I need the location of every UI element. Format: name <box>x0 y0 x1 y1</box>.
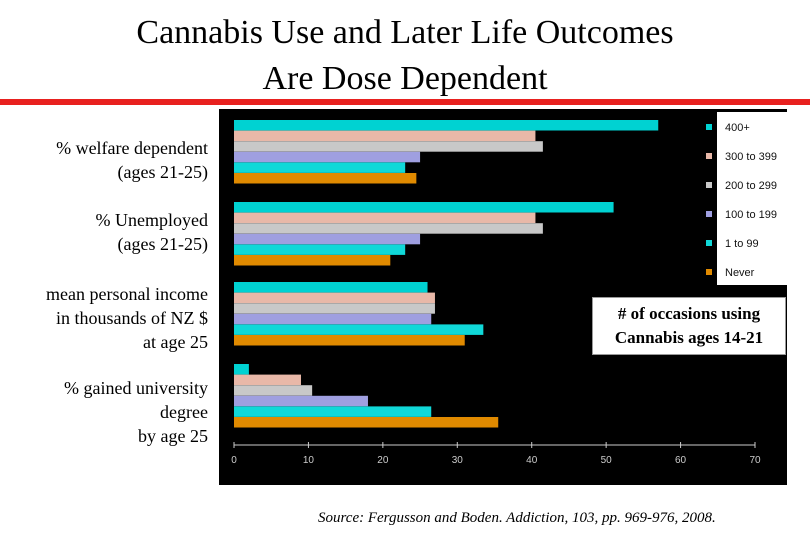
bar-100-to-199-cat3 <box>234 313 432 325</box>
bar-400--cat3 <box>234 282 428 293</box>
title-divider <box>0 99 810 105</box>
bar-300-to-399-cat1 <box>234 130 536 142</box>
category-label: mean personal income in thousands of NZ … <box>46 284 208 352</box>
legend-swatch <box>706 211 712 217</box>
legend-title: # of occasions using Cannabis ages 14-21 <box>592 297 786 355</box>
legend-swatch <box>706 124 712 130</box>
legend-title-line-1: # of occasions using <box>617 304 761 323</box>
bar-100-to-199-cat2 <box>234 233 421 245</box>
bar-1-to-99-cat3 <box>234 324 484 335</box>
bar-never-cat1 <box>234 173 417 184</box>
category-label: % Unemployed (ages 21-25) <box>95 210 208 254</box>
legend-swatch <box>706 240 712 246</box>
bar-200-to-299-cat3 <box>234 303 435 314</box>
bar-300-to-399-cat2 <box>234 212 536 224</box>
x-tick-label: 10 <box>303 455 315 466</box>
bar-300-to-399-cat4 <box>234 374 301 386</box>
bar-400--cat4 <box>234 364 249 375</box>
x-tick-label: 60 <box>675 455 687 466</box>
legend-label: 300 to 399 <box>725 151 777 163</box>
title-line-1: Cannabis Use and Later Life Outcomes <box>136 14 674 51</box>
legend-box <box>717 112 787 285</box>
bar-never-cat4 <box>234 417 499 428</box>
x-tick-label: 20 <box>377 455 389 466</box>
x-tick-label: 0 <box>231 455 237 466</box>
x-axis: 0 10 20 30 40 50 60 70 <box>231 442 761 466</box>
bar-200-to-299-cat4 <box>234 385 313 396</box>
bar-100-to-199-cat4 <box>234 395 368 407</box>
legend: 400+ 300 to 399 200 to 299 100 to 199 1 to 9… <box>706 112 787 285</box>
category-label: % gained university degree by age 25 <box>64 378 208 446</box>
legend-swatch <box>706 182 712 188</box>
bar-never-cat3 <box>234 335 465 346</box>
legend-label: 100 to 199 <box>725 209 777 221</box>
legend-label: 400+ <box>725 122 750 134</box>
category-label: % welfare dependent (ages 21-25) <box>56 138 208 182</box>
bars-group <box>234 120 659 428</box>
legend-swatch <box>706 153 712 159</box>
page-title: Cannabis Use and Later Life Outcomes Are… <box>0 10 810 102</box>
legend-title-line-2: Cannabis ages 14-21 <box>614 328 764 347</box>
bar-400--cat1 <box>234 120 659 131</box>
bar-200-to-299-cat2 <box>234 223 543 234</box>
legend-swatch <box>706 269 712 275</box>
x-tick-label: 30 <box>452 455 464 466</box>
legend-label: Never <box>725 267 755 279</box>
legend-label: 1 to 99 <box>725 238 759 250</box>
bar-1-to-99-cat1 <box>234 162 406 173</box>
title-line-2: Are Dose Dependent <box>262 60 548 97</box>
source-citation: Source: Fergusson and Boden. Addiction, … <box>318 510 716 526</box>
bar-200-to-299-cat1 <box>234 141 543 152</box>
bar-1-to-99-cat4 <box>234 406 432 417</box>
bar-never-cat2 <box>234 255 391 266</box>
x-tick-label: 40 <box>526 455 538 466</box>
bar-400--cat2 <box>234 202 614 213</box>
bar-100-to-199-cat1 <box>234 151 421 163</box>
legend-label: 200 to 299 <box>725 180 777 192</box>
x-tick-label: 50 <box>601 455 613 466</box>
bar-300-to-399-cat3 <box>234 292 435 304</box>
x-tick-label: 70 <box>749 455 761 466</box>
bar-1-to-99-cat2 <box>234 244 406 255</box>
